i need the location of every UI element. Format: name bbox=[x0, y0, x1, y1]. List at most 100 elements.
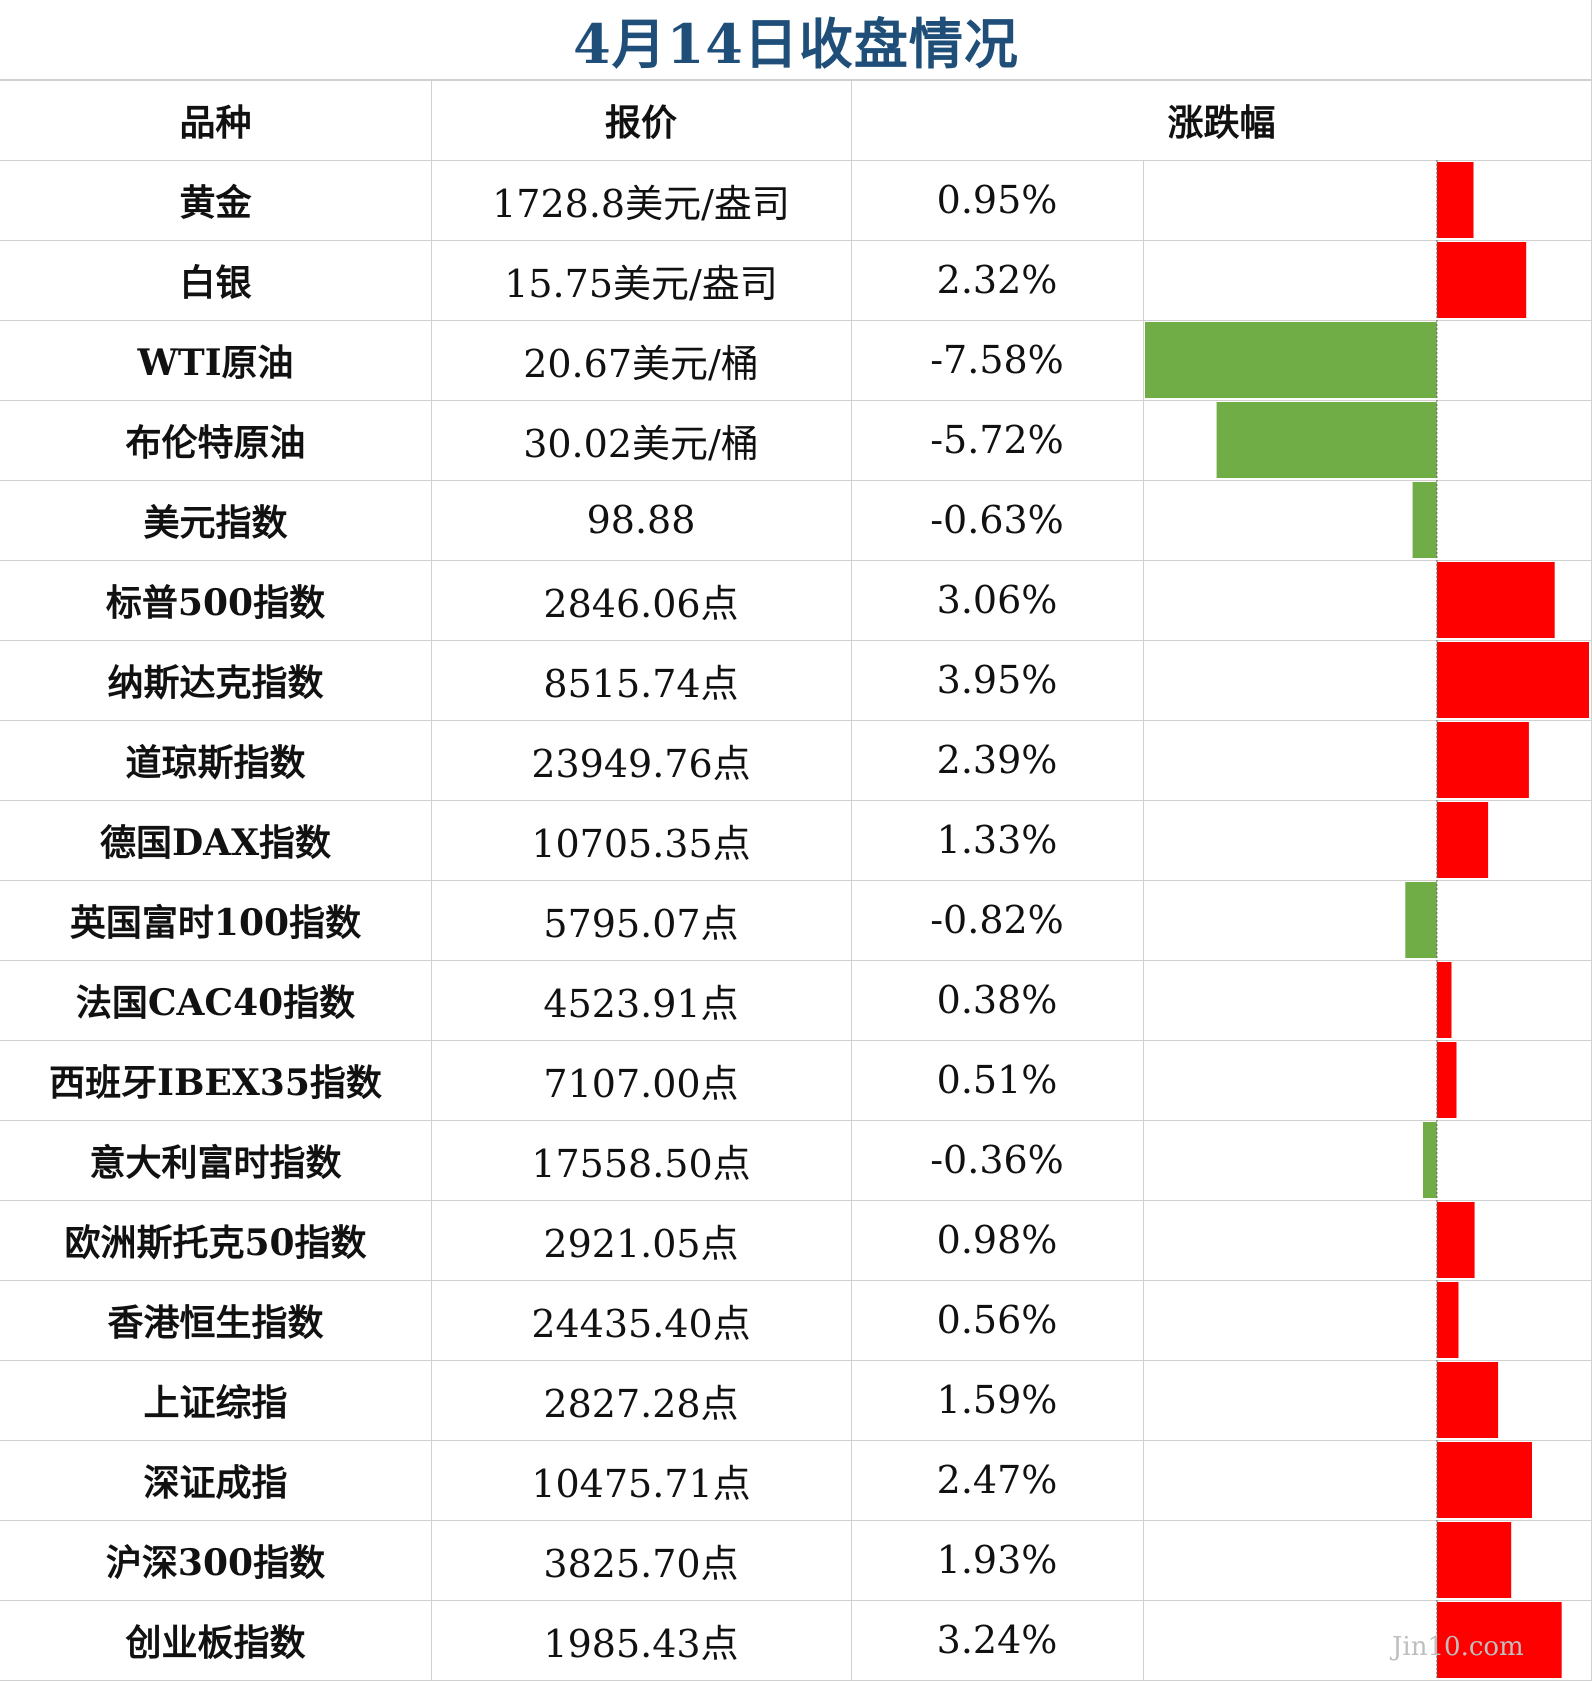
change-bar bbox=[1436, 802, 1489, 878]
item-name: 上证综指 bbox=[143, 1382, 288, 1424]
item-change: 0.95% bbox=[936, 178, 1058, 222]
item-price: 15.75美元/盎司 bbox=[504, 261, 778, 306]
row-divider bbox=[0, 160, 1592, 161]
row-divider bbox=[0, 1360, 1592, 1361]
item-change: 3.95% bbox=[936, 658, 1058, 702]
row-divider bbox=[0, 1200, 1592, 1201]
item-name: 黄金 bbox=[179, 182, 252, 224]
item-change: 0.56% bbox=[936, 1298, 1058, 1342]
item-name: 德国DAX指数 bbox=[99, 822, 332, 864]
item-name: 香港恒生指数 bbox=[107, 1302, 324, 1344]
page-title: 4月14日收盘情况 bbox=[0, 0, 1592, 80]
item-name: 纳斯达克指数 bbox=[107, 662, 324, 704]
item-change: 3.06% bbox=[936, 578, 1058, 622]
item-name: 标普500指数 bbox=[105, 582, 326, 624]
item-price: 17558.50点 bbox=[531, 1141, 751, 1186]
item-price: 20.67美元/桶 bbox=[523, 341, 759, 386]
change-bar bbox=[1412, 482, 1437, 558]
item-name: 欧洲斯托克50指数 bbox=[64, 1222, 367, 1264]
item-change: 3.24% bbox=[936, 1618, 1058, 1662]
row-divider bbox=[0, 800, 1592, 801]
row-divider bbox=[0, 1440, 1592, 1441]
header-price: 报价 bbox=[604, 102, 677, 144]
item-change: -0.63% bbox=[930, 498, 1064, 542]
change-bar bbox=[1436, 242, 1527, 318]
item-name: 法国CAC40指数 bbox=[75, 982, 356, 1024]
change-bar bbox=[1436, 162, 1474, 238]
item-change: 0.98% bbox=[936, 1218, 1058, 1262]
item-price: 1985.43点 bbox=[543, 1621, 739, 1666]
watermark: Jin10.com bbox=[1392, 1632, 1524, 1662]
row-divider bbox=[0, 560, 1592, 561]
item-change: -5.72% bbox=[930, 418, 1064, 462]
item-name: 白银 bbox=[179, 262, 252, 304]
row-divider bbox=[0, 1280, 1592, 1281]
row-divider bbox=[0, 640, 1592, 641]
change-bar bbox=[1436, 562, 1555, 638]
item-name: 意大利富时指数 bbox=[89, 1142, 342, 1184]
row-divider bbox=[0, 880, 1592, 881]
item-price: 30.02美元/桶 bbox=[523, 421, 759, 466]
item-price: 23949.76点 bbox=[531, 741, 751, 786]
item-name: WTI原油 bbox=[137, 342, 294, 384]
item-name: 西班牙IBEX35指数 bbox=[49, 1062, 382, 1104]
row-divider bbox=[0, 1040, 1592, 1041]
change-bar bbox=[1436, 1282, 1459, 1358]
item-price: 24435.40点 bbox=[531, 1301, 751, 1346]
row-divider bbox=[0, 80, 1592, 81]
change-bar bbox=[1216, 402, 1437, 478]
item-change: -0.36% bbox=[930, 1138, 1064, 1182]
row-divider bbox=[0, 400, 1592, 401]
row-divider bbox=[0, 1120, 1592, 1121]
item-change: 2.47% bbox=[936, 1458, 1058, 1502]
item-name: 深证成指 bbox=[143, 1462, 288, 1504]
item-price: 10475.71点 bbox=[531, 1461, 751, 1506]
item-change: -7.58% bbox=[930, 338, 1064, 382]
change-bar bbox=[1423, 1122, 1437, 1198]
item-price: 2846.06点 bbox=[543, 581, 739, 626]
item-price: 1728.8美元/盎司 bbox=[492, 181, 790, 226]
item-price: 4523.91点 bbox=[543, 981, 739, 1026]
item-price: 8515.74点 bbox=[543, 661, 739, 706]
row-divider bbox=[0, 480, 1592, 481]
item-name: 美元指数 bbox=[143, 502, 288, 544]
item-name: 沪深300指数 bbox=[105, 1542, 326, 1584]
item-change: 2.32% bbox=[936, 258, 1058, 302]
change-bar bbox=[1145, 322, 1437, 398]
item-price: 3825.70点 bbox=[543, 1541, 739, 1586]
item-change: 0.51% bbox=[936, 1058, 1058, 1102]
header-change: 涨跌幅 bbox=[1167, 102, 1276, 144]
change-bar bbox=[1436, 1202, 1475, 1278]
column-divider bbox=[851, 80, 852, 1680]
row-divider bbox=[0, 320, 1592, 321]
item-change: 1.33% bbox=[936, 818, 1058, 862]
item-name: 英国富时100指数 bbox=[69, 902, 362, 944]
change-bar bbox=[1405, 882, 1437, 958]
item-change: 1.93% bbox=[936, 1538, 1058, 1582]
item-price: 5795.07点 bbox=[543, 901, 739, 946]
item-price: 7107.00点 bbox=[543, 1061, 739, 1106]
change-bar bbox=[1436, 1522, 1512, 1598]
header-name: 品种 bbox=[179, 102, 252, 144]
change-bar bbox=[1436, 1362, 1499, 1438]
item-price: 10705.35点 bbox=[531, 821, 751, 866]
item-change: 1.59% bbox=[936, 1378, 1058, 1422]
row-divider bbox=[0, 240, 1592, 241]
item-name: 道琼斯指数 bbox=[125, 742, 306, 784]
change-bar bbox=[1436, 642, 1589, 718]
change-bar bbox=[1436, 962, 1452, 1038]
item-name: 布伦特原油 bbox=[125, 422, 306, 464]
change-bar bbox=[1436, 1602, 1562, 1678]
change-bar bbox=[1436, 722, 1529, 798]
row-divider bbox=[0, 1600, 1592, 1601]
item-price: 2827.28点 bbox=[543, 1381, 739, 1426]
row-divider bbox=[0, 720, 1592, 721]
item-price: 2921.05点 bbox=[543, 1221, 739, 1266]
column-divider bbox=[431, 80, 432, 1680]
row-divider bbox=[0, 1520, 1592, 1521]
item-change: -0.82% bbox=[930, 898, 1064, 942]
item-price: 98.88 bbox=[586, 498, 696, 542]
change-bar bbox=[1436, 1042, 1457, 1118]
